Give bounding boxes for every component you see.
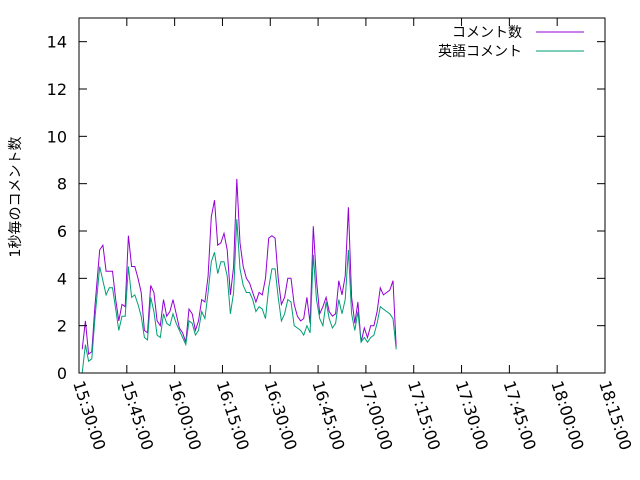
y-tick-label: 8 [57,175,67,194]
y-axis-label: 1秒毎のコメント数 [8,137,24,258]
plot-frame [78,17,606,374]
y-tick-label: 6 [57,222,67,241]
y-tick-label: 10 [47,127,67,146]
y-tick-label: 0 [57,364,67,383]
series-line-0 [81,178,397,356]
series-layer [81,178,397,374]
y-tick-label: 12 [47,80,67,99]
legend-label-1: 英語コメント [438,43,522,60]
y-tick-label: 14 [47,33,67,52]
y-tick-label: 4 [57,269,67,288]
series-line-1 [81,219,397,374]
y-tick-label: 2 [57,317,67,336]
legend-label-0: コメント数 [452,25,522,41]
